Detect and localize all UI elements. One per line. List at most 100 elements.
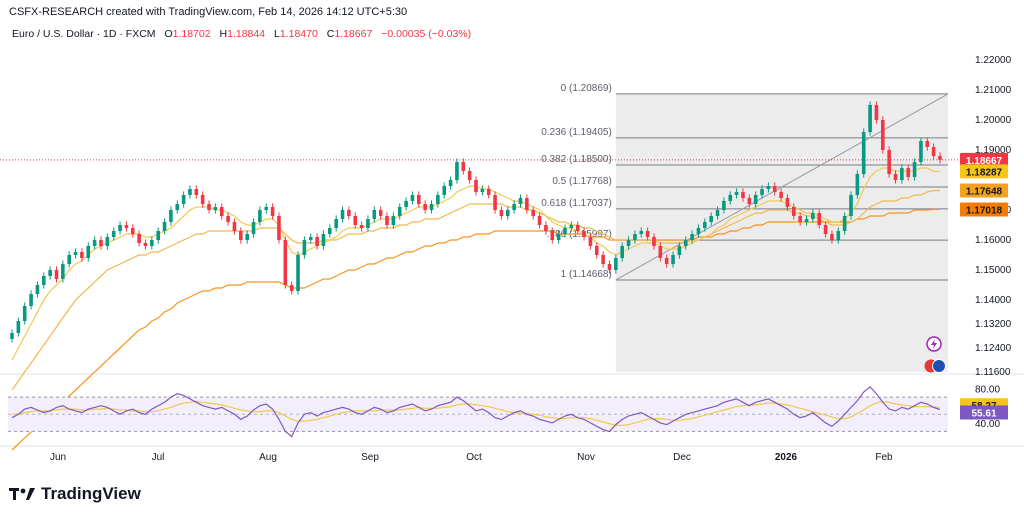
candle-body bbox=[493, 195, 497, 210]
price-tag-ma-mid bbox=[960, 183, 1008, 198]
candle-body bbox=[251, 222, 256, 234]
time-tick-label: Sep bbox=[361, 452, 379, 463]
candle-body bbox=[61, 264, 65, 279]
candle-body bbox=[10, 333, 14, 339]
time-tick-label: Dec bbox=[673, 452, 691, 463]
fib-level-label: 0 (1.20869) bbox=[561, 83, 612, 94]
candle-body bbox=[213, 207, 218, 210]
candle-body bbox=[512, 204, 516, 210]
candle-body bbox=[188, 189, 192, 195]
candle-body bbox=[16, 321, 21, 333]
candle-body bbox=[772, 186, 777, 192]
candle-body bbox=[359, 225, 364, 228]
symbol-name[interactable]: Euro / U.S. Dollar · 1D · FXCM bbox=[12, 28, 156, 40]
candle-body bbox=[162, 222, 167, 231]
candle-body bbox=[308, 237, 313, 240]
candle-body bbox=[67, 255, 72, 264]
fib-level-label: 0.618 (1.17037) bbox=[541, 198, 612, 209]
time-tick-label: 2026 bbox=[775, 452, 798, 463]
time-tick-label: Oct bbox=[466, 452, 482, 463]
tradingview-logo[interactable]: TradingView bbox=[9, 484, 141, 504]
time-tick-label: Nov bbox=[577, 452, 595, 463]
candle-body bbox=[200, 195, 205, 204]
candle-body bbox=[169, 210, 173, 222]
low-label: L bbox=[274, 28, 280, 40]
candle-body bbox=[372, 210, 377, 219]
candle-body bbox=[410, 195, 415, 201]
candle-body bbox=[550, 231, 555, 240]
price-tick-label: 1.16000 bbox=[975, 235, 1012, 246]
brand-name: TradingView bbox=[41, 484, 141, 503]
candle-body bbox=[855, 174, 860, 195]
fib-level-label: 1 (1.14668) bbox=[561, 269, 612, 280]
candle-body bbox=[817, 213, 822, 225]
candle-body bbox=[258, 210, 262, 222]
candle-body bbox=[499, 210, 504, 216]
candle-body bbox=[626, 240, 631, 246]
candle-body bbox=[766, 186, 771, 189]
candle-body bbox=[423, 204, 427, 210]
candle-body bbox=[404, 201, 408, 207]
tradingview-logo-icon bbox=[9, 488, 35, 500]
rsi-tick-label: 40.00 bbox=[975, 419, 1000, 430]
candle-body bbox=[645, 231, 650, 237]
candle-body bbox=[671, 255, 675, 264]
candle-body bbox=[614, 258, 618, 270]
price-tag-label: 1.18287 bbox=[966, 167, 1003, 178]
candle-body bbox=[442, 186, 447, 195]
candle-body bbox=[264, 207, 269, 210]
price-tick-label: 1.11600 bbox=[975, 367, 1011, 378]
candle-body bbox=[232, 222, 237, 231]
candle-body bbox=[270, 207, 275, 216]
candle-body bbox=[219, 207, 224, 216]
candle-body bbox=[505, 210, 510, 216]
ma-mid-line bbox=[11, 189, 940, 391]
price-tag-label: 1.17648 bbox=[966, 187, 1003, 198]
flag-events-icon bbox=[924, 359, 946, 373]
candle-body bbox=[340, 210, 345, 219]
candle-body bbox=[842, 216, 847, 231]
candle-body bbox=[48, 270, 52, 276]
rsi-tick-label: 80.00 bbox=[975, 385, 1000, 396]
price-tag-last bbox=[960, 152, 1008, 167]
candle-body bbox=[900, 168, 904, 180]
candle-body bbox=[683, 240, 688, 246]
fib-level-label: 0.236 (1.19405) bbox=[541, 127, 612, 138]
candle-body bbox=[734, 192, 739, 195]
candle-body bbox=[302, 240, 307, 255]
candle-body bbox=[111, 231, 116, 237]
candle-body bbox=[588, 237, 593, 246]
candle-body bbox=[741, 192, 745, 198]
candle-body bbox=[416, 195, 421, 204]
candle-body bbox=[919, 141, 923, 162]
candle-body bbox=[54, 270, 59, 279]
open-label: O bbox=[164, 28, 173, 40]
rsi-line bbox=[11, 386, 941, 438]
candle-body bbox=[556, 234, 561, 240]
candle-body bbox=[245, 234, 249, 240]
candle-body bbox=[874, 105, 879, 120]
candle-body bbox=[474, 180, 478, 192]
candle-body bbox=[715, 210, 720, 216]
candle-body bbox=[594, 246, 599, 255]
candle-body bbox=[537, 216, 542, 225]
candle-body bbox=[385, 216, 389, 225]
candle-body bbox=[639, 231, 644, 234]
candle-body bbox=[779, 192, 783, 198]
price-tick-label: 1.21000 bbox=[975, 85, 1012, 96]
price-chart[interactable]: 0 (1.20869)0.236 (1.19405)0.382 (1.18500… bbox=[0, 0, 1024, 480]
candle-body bbox=[22, 306, 27, 321]
close-label: C bbox=[326, 28, 335, 40]
candle-body bbox=[175, 204, 180, 210]
candle-body bbox=[728, 195, 733, 201]
candle-body bbox=[563, 228, 567, 234]
candle-body bbox=[124, 225, 129, 228]
candle-body bbox=[664, 258, 669, 264]
candle-body bbox=[391, 216, 396, 225]
price-tick-label: 1.20000 bbox=[975, 115, 1012, 126]
candle-body bbox=[150, 240, 154, 246]
candle-body bbox=[156, 231, 160, 240]
candle-body bbox=[703, 222, 707, 228]
candle-body bbox=[480, 189, 485, 192]
candle-body bbox=[893, 174, 898, 180]
